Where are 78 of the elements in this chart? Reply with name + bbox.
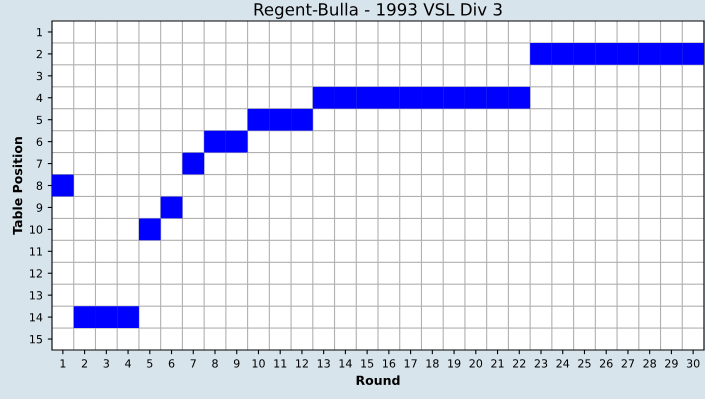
- x-tick-label: 12: [296, 359, 308, 368]
- x-tick-label: 7: [190, 359, 196, 368]
- y-tick-label: 11: [30, 247, 42, 256]
- point: [95, 306, 118, 328]
- point: [204, 130, 226, 152]
- y-axis-title: Table Position: [12, 137, 22, 235]
- x-tick-label: 20: [470, 359, 482, 368]
- y-tick-label: 14: [30, 313, 42, 322]
- x-axis-title: Round: [356, 375, 400, 386]
- x-tick-label: 4: [125, 359, 131, 368]
- x-tick-label: 17: [404, 359, 417, 368]
- x-tick-label: 24: [556, 359, 570, 368]
- y-tick-label: 15: [30, 335, 42, 344]
- point: [378, 86, 400, 109]
- y-tick-label: 2: [36, 50, 42, 58]
- point: [160, 196, 182, 218]
- point: [52, 174, 74, 196]
- y-tick-label: 8: [36, 181, 42, 190]
- point: [291, 108, 313, 131]
- point: [138, 218, 161, 240]
- x-tick-label: 18: [426, 359, 439, 368]
- x-tick-label: 14: [340, 359, 352, 368]
- point: [74, 306, 96, 328]
- y-tick-label: 13: [30, 291, 42, 300]
- x-tick-label: 8: [212, 359, 218, 368]
- point: [638, 43, 661, 65]
- point: [400, 86, 422, 109]
- x-tick-label: 9: [234, 359, 240, 368]
- point: [226, 130, 248, 152]
- point: [334, 86, 356, 109]
- y-tick-label: 1: [37, 28, 42, 36]
- x-tick-label: 15: [361, 359, 374, 368]
- point: [660, 43, 682, 65]
- point: [117, 306, 139, 328]
- point: [269, 108, 292, 131]
- y-tick-label: 3: [36, 72, 42, 80]
- x-tick-label: 1: [60, 359, 66, 368]
- x-tick-label: 29: [665, 359, 678, 368]
- x-tick-label: 13: [318, 359, 330, 368]
- x-tick-label: 5: [147, 359, 152, 368]
- x-tick-label: 3: [104, 359, 109, 368]
- y-tick-label: 12: [30, 269, 42, 278]
- x-tick-label: 27: [622, 359, 634, 368]
- point: [312, 86, 335, 109]
- x-tick-label: 23: [534, 359, 548, 368]
- point: [421, 86, 444, 109]
- x-tick-label: 22: [513, 359, 526, 368]
- x-tick-label: 16: [383, 359, 396, 368]
- x-tick-label: 28: [643, 359, 656, 368]
- x-tick-label: 21: [491, 359, 504, 368]
- point: [356, 86, 378, 109]
- point: [574, 43, 596, 65]
- point: [530, 43, 552, 65]
- point: [508, 86, 530, 109]
- x-tick-label: 11: [274, 359, 286, 368]
- y-tick-label: 4: [36, 94, 42, 102]
- point: [595, 43, 618, 65]
- point: [617, 43, 639, 65]
- point: [464, 86, 487, 109]
- x-tick-label: 25: [578, 359, 591, 368]
- point: [182, 152, 204, 174]
- point: [486, 86, 508, 109]
- y-tick-label: 5: [36, 116, 42, 124]
- point: [682, 43, 704, 65]
- point: [552, 43, 574, 65]
- y-tick-label: 10: [30, 225, 42, 234]
- x-tick-label: 26: [600, 359, 613, 368]
- point: [443, 86, 465, 109]
- x-tick-label: 2: [82, 359, 88, 368]
- x-tick-label: 6: [168, 359, 174, 368]
- x-tick-label: 19: [448, 359, 460, 368]
- x-tick-label: 30: [686, 359, 700, 368]
- x-tick-label: 10: [252, 359, 265, 368]
- y-tick-label: 6: [36, 138, 42, 146]
- point: [248, 108, 270, 131]
- y-tick-label: 7: [36, 160, 42, 168]
- chart-title: Regent-Bulla - 1993 VSL Div 3: [254, 2, 502, 19]
- y-tick-label: 9: [36, 203, 42, 212]
